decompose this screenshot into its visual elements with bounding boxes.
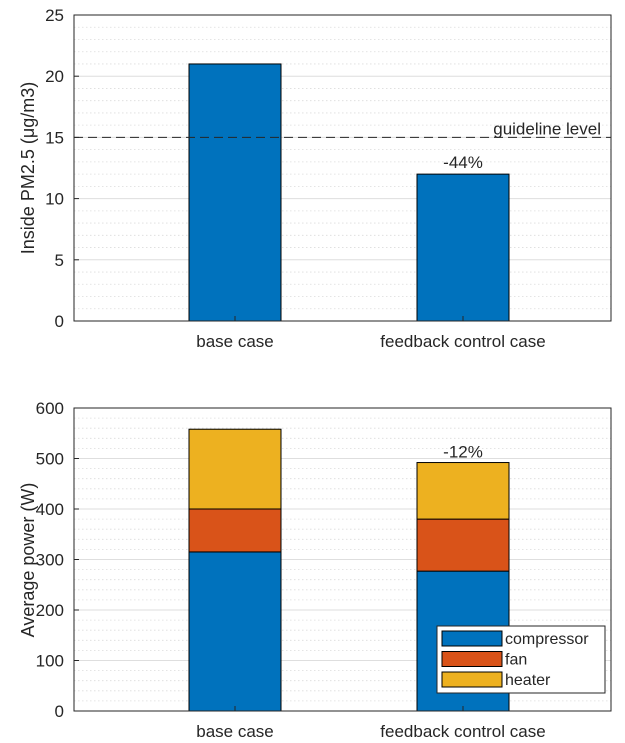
p1-y-tick-label: 15 <box>45 128 64 147</box>
guideline-label: guideline level <box>493 119 601 138</box>
p2-x-tick-label: feedback control case <box>380 722 545 741</box>
pm25-bar-base-case <box>188 63 282 322</box>
legend-swatch-compressor <box>441 630 503 647</box>
p2-y-tick-label: 300 <box>36 551 64 570</box>
power-y-axis-label: Average power (W) <box>18 483 38 638</box>
p1-y-tick-label: 5 <box>55 251 64 270</box>
p2-y-tick-label: 0 <box>55 702 64 721</box>
p2-y-tick-label: 600 <box>36 399 64 418</box>
legend-label-fan: fan <box>505 652 527 669</box>
p1-y-tick-label: 10 <box>45 190 64 209</box>
legend-label-heater: heater <box>505 672 551 689</box>
p1-x-tick-label: base case <box>196 332 274 351</box>
power-x-ticks: base case feedback control case <box>196 706 546 741</box>
p1-y-tick-label: 25 <box>45 6 64 25</box>
p2-y-tick-label: 100 <box>36 652 64 671</box>
p1-y-tick-label: 20 <box>45 67 64 86</box>
p1-x-tick-label: feedback control case <box>380 332 545 351</box>
power-reduction-label: -12% <box>443 443 483 462</box>
power-y-ticks: 0 100 200 300 400 500 600 <box>36 399 79 721</box>
pm25-x-ticks: base case feedback control case <box>196 316 546 351</box>
power-bar-heater-feedback-control-case <box>416 462 510 520</box>
legend-label-compressor: compressor <box>505 631 589 648</box>
pm25-bar-feedback-control-case <box>416 173 510 322</box>
pm25-reduction-label: -44% <box>443 153 483 172</box>
power-bar-compressor-base-case <box>188 551 282 712</box>
p2-x-tick-label: base case <box>196 722 274 741</box>
legend-swatch-fan <box>441 651 503 667</box>
pm25-y-axis-label: Inside PM2.5 (μg/m3) <box>18 82 38 254</box>
pm25-plot-area <box>74 15 611 321</box>
pm25-bars <box>188 63 510 322</box>
legend-swatch-heater <box>441 671 503 688</box>
pm25-chart: guideline level -44% 0 5 10 15 20 25 base cas… <box>18 6 612 351</box>
power-bar-fan-feedback-control-case <box>416 518 510 572</box>
p1-y-tick-label: 0 <box>55 312 64 331</box>
power-bar-fan-base-case <box>188 508 282 553</box>
power-chart: -12% 0 100 200 300 400 500 600 base case feedba… <box>18 399 612 741</box>
power-legend: compressor fan heater <box>436 625 606 694</box>
p2-y-tick-label: 400 <box>36 500 64 519</box>
p2-y-tick-label: 500 <box>36 450 64 469</box>
pm25-y-ticks: 0 5 10 15 20 25 <box>45 6 79 331</box>
pm25-axes-box <box>73 14 612 322</box>
power-bar-heater-base-case <box>188 428 282 510</box>
p2-y-tick-label: 200 <box>36 601 64 620</box>
